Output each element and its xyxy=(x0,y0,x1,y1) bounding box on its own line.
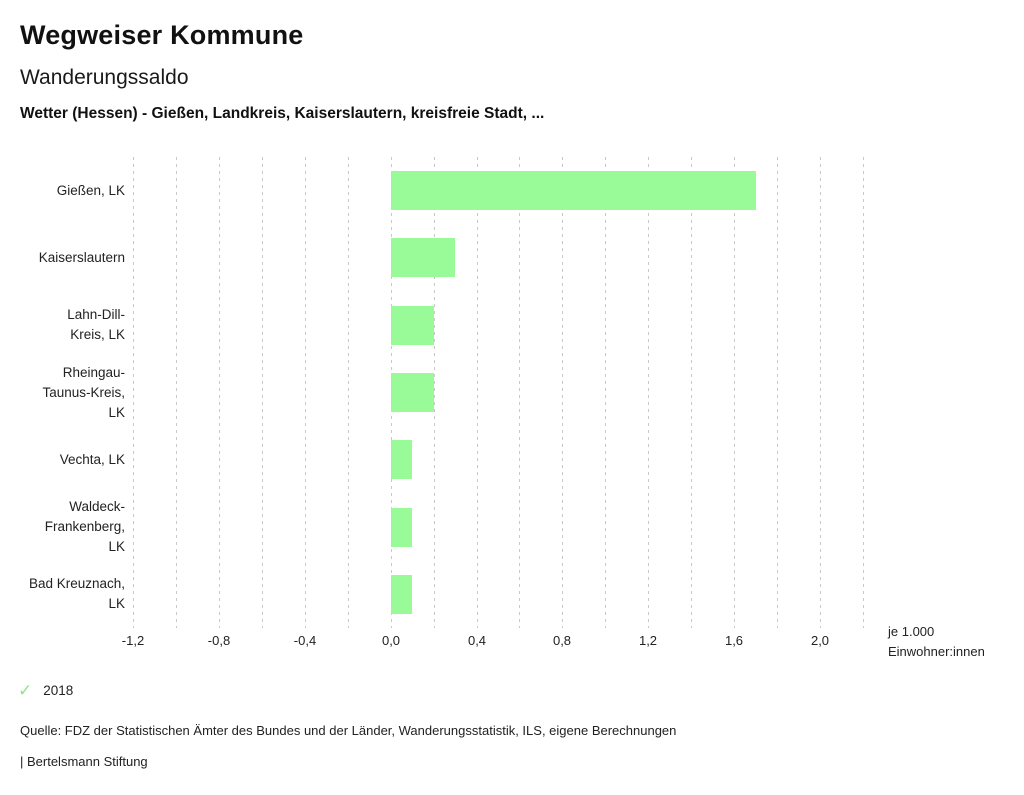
gridline xyxy=(262,157,263,628)
category-label: Gießen, LK xyxy=(56,183,125,198)
gridline xyxy=(305,157,306,628)
x-tick-label: 1,2 xyxy=(638,633,658,648)
x-axis-unit-label: je 1.000 Einwohner:innen xyxy=(888,624,985,659)
x-tick-label: 0,4 xyxy=(467,633,487,648)
category-label: Rheingau- Taunus-Kreis, LK xyxy=(42,365,125,420)
x-tick-label: 0,8 xyxy=(552,633,572,648)
category-label: Lahn-Dill- Kreis, LK xyxy=(67,307,125,342)
bar-waldeck-frankenberg-lk[interactable] xyxy=(391,508,412,547)
gridline xyxy=(820,157,821,628)
gridline xyxy=(691,157,692,628)
gridline xyxy=(863,157,864,628)
bar-gie-en-lk[interactable] xyxy=(391,171,756,210)
gridline xyxy=(477,157,478,628)
selected-regions-line: Wetter (Hessen) - Gießen, Landkreis, Kai… xyxy=(20,105,545,122)
gridline xyxy=(176,157,177,628)
category-label: Kaiserslautern xyxy=(38,250,125,265)
source-attribution: Quelle: FDZ der Statistischen Ämter des … xyxy=(20,723,677,738)
gridline xyxy=(777,157,778,628)
checkmark-icon: ✓ xyxy=(18,681,33,700)
page-title: Wegweiser Kommune xyxy=(20,20,304,50)
gridline xyxy=(648,157,649,628)
bar-bad-kreuznach-lk[interactable] xyxy=(391,575,412,614)
gridline xyxy=(519,157,520,628)
bar-lahn-dill-kreis-lk[interactable] xyxy=(391,306,434,345)
x-tick-label: -0,4 xyxy=(293,633,317,648)
category-label: Waldeck- Frankenberg, LK xyxy=(44,499,125,554)
plot-area xyxy=(133,157,864,628)
x-tick-label: 1,6 xyxy=(724,633,744,648)
gridline xyxy=(734,157,735,628)
branding-text: | Bertelsmann Stiftung xyxy=(20,754,148,769)
gridline xyxy=(133,157,134,628)
indicator-title: Wanderungssaldo xyxy=(20,66,189,89)
category-axis-labels: Gießen, LK Kaiserslautern Lahn-Dill- Kreis,… xyxy=(0,157,125,628)
gridline xyxy=(348,157,349,628)
gridline xyxy=(605,157,606,628)
legend-item-label: 2018 xyxy=(43,683,74,698)
category-label: Bad Kreuznach, LK xyxy=(28,576,125,611)
x-axis-tick-labels: -1,2 -0,8 -0,4 0,0 0,4 0,8 1,2 1,6 2,0 xyxy=(0,633,1024,653)
x-tick-label: 0,0 xyxy=(381,633,401,648)
gridline xyxy=(219,157,220,628)
bar-rheingau-taunus-kreis-lk[interactable] xyxy=(391,373,434,412)
x-tick-label: -1,2 xyxy=(121,633,145,648)
bar-vechta-lk[interactable] xyxy=(391,440,412,479)
bar-kaiserslautern[interactable] xyxy=(391,238,455,277)
x-tick-label: -0,8 xyxy=(207,633,231,648)
legend-item-2018[interactable]: ✓ 2018 xyxy=(18,682,73,699)
category-label: Vechta, LK xyxy=(59,452,125,467)
x-tick-label: 2,0 xyxy=(810,633,830,648)
gridline xyxy=(562,157,563,628)
gridline xyxy=(434,157,435,628)
